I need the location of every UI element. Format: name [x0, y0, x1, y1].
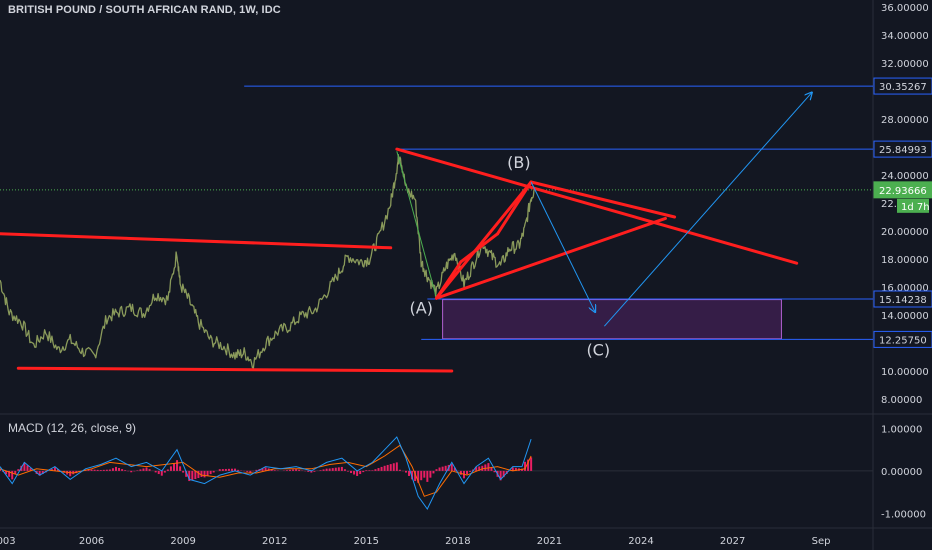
macd-tick-label: 0.00000: [881, 467, 922, 478]
time-tick-label: 2009: [170, 536, 195, 547]
time-tick-label: Sep: [812, 536, 831, 547]
chart-title: BRITISH POUND / SOUTH AFRICAN RAND, 1W, …: [8, 4, 281, 16]
projection-arrow[interactable]: [530, 181, 595, 312]
price-tick-label: 14.00000: [881, 311, 929, 322]
time-tick-label: 2024: [628, 536, 653, 547]
time-tick-label: 2012: [262, 536, 287, 547]
countdown-badge: 1d 7h: [901, 202, 930, 213]
countdown-badge-bg: [897, 198, 929, 213]
macd-pane: [0, 436, 873, 510]
time-tick-label: 2018: [445, 536, 470, 547]
macd-line: [0, 436, 532, 510]
time-tick-label: 003: [0, 536, 16, 547]
price-tick-label: 20.00000: [881, 227, 929, 238]
time-tick-label: 2006: [79, 536, 104, 547]
red-trendline[interactable]: [529, 180, 677, 219]
level-badge-bg: [873, 77, 932, 95]
target-zone: [442, 299, 782, 340]
horizontal-levels: [0, 85, 873, 340]
red-trendline[interactable]: [0, 232, 393, 250]
price-tick-label: 32.00000: [881, 59, 929, 70]
price-tick-label: 10.00000: [881, 367, 929, 378]
red-trendline[interactable]: [435, 260, 463, 300]
price-tick-label: 28.00000: [881, 115, 929, 126]
red-trendline[interactable]: [435, 180, 533, 300]
wave-connector-line[interactable]: [396, 151, 437, 299]
price-tick-label: 36.00000: [881, 3, 929, 14]
axes: 36.0000034.0000032.0000028.0000026.00000…: [0, 3, 932, 547]
level-badge: 15.14238: [879, 295, 927, 306]
target-box: [442, 299, 782, 340]
wave-label: (C): [586, 341, 610, 360]
price-tick-label: 16.00000: [881, 283, 929, 294]
drawing-lines[interactable]: [0, 92, 812, 373]
level-badge: 25.84993: [879, 145, 927, 156]
price-tick-label: 24.00000: [881, 171, 929, 182]
red-trendline[interactable]: [16, 366, 454, 373]
macd-tick-label: -1.00000: [881, 509, 926, 520]
level-badge-bg: [873, 140, 932, 158]
price-tick-label: 22.: [881, 199, 897, 210]
red-trendline[interactable]: [496, 180, 533, 236]
price-tick-label: 8.00000: [881, 395, 922, 406]
time-tick-label: 2027: [720, 536, 745, 547]
signal-line: [0, 444, 532, 497]
red-trendline[interactable]: [395, 147, 799, 265]
time-tick-label: 2015: [354, 536, 379, 547]
projection-arrow[interactable]: [604, 92, 812, 327]
price-tick-label: 34.00000: [881, 31, 929, 42]
time-tick-label: 2021: [537, 536, 562, 547]
level-badge-bg: [873, 330, 932, 348]
price-tick-label: 18.00000: [881, 255, 929, 266]
wave-label: (A): [410, 299, 433, 318]
level-badge: 30.35267: [879, 82, 927, 93]
macd-tick-label: 1.00000: [881, 424, 922, 435]
wave-labels: (A) (B) (C): [410, 153, 611, 360]
wave-label: (B): [507, 153, 530, 172]
red-trendline[interactable]: [459, 232, 500, 264]
red-trendline[interactable]: [435, 216, 667, 300]
last-price-badge-bg: [873, 181, 932, 199]
level-badge: 12.25750: [879, 335, 927, 346]
last-price-badge: 22.93666: [879, 186, 927, 197]
macd-title: MACD (12, 26, close, 9): [8, 421, 137, 435]
level-badge-bg: [873, 290, 932, 308]
